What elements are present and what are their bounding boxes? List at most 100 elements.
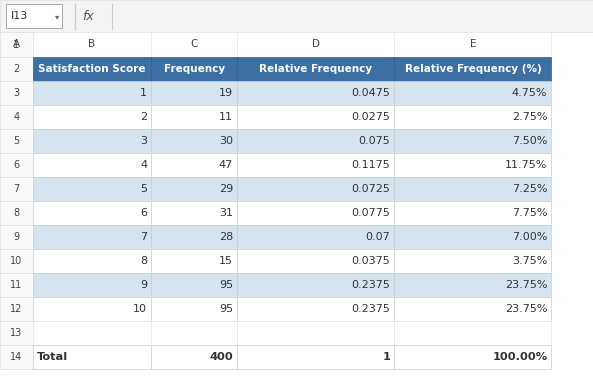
Bar xyxy=(33,153,151,177)
Bar xyxy=(0,32,33,55)
Bar xyxy=(33,321,151,345)
Text: Relative Frequency: Relative Frequency xyxy=(259,63,372,74)
Text: 23.75%: 23.75% xyxy=(505,304,547,314)
Text: Relative Frequency (%): Relative Frequency (%) xyxy=(404,63,541,74)
Text: 3: 3 xyxy=(140,136,147,146)
Bar xyxy=(151,153,237,177)
Text: 11: 11 xyxy=(219,112,233,122)
Bar xyxy=(237,273,394,297)
Bar xyxy=(394,105,551,129)
Text: 6: 6 xyxy=(13,160,20,170)
Text: 31: 31 xyxy=(219,208,233,218)
Bar xyxy=(0,32,33,57)
Text: 0.0275: 0.0275 xyxy=(351,112,390,122)
Bar xyxy=(33,177,151,201)
Bar xyxy=(33,297,151,321)
Bar xyxy=(0,105,33,129)
Bar xyxy=(151,81,237,105)
Text: ▾: ▾ xyxy=(55,12,60,21)
Text: 15: 15 xyxy=(219,256,233,266)
Text: 5: 5 xyxy=(140,184,147,194)
Bar xyxy=(0,273,33,297)
Text: 30: 30 xyxy=(219,136,233,146)
Bar xyxy=(237,32,394,57)
Bar xyxy=(394,321,551,345)
Text: 2.75%: 2.75% xyxy=(512,112,547,122)
Text: 1: 1 xyxy=(13,39,20,50)
Text: 0.07: 0.07 xyxy=(365,232,390,242)
Bar xyxy=(33,273,151,297)
Bar xyxy=(151,57,237,81)
Bar xyxy=(151,297,237,321)
Bar xyxy=(151,129,237,153)
Text: 11: 11 xyxy=(10,280,23,290)
Bar xyxy=(6,4,62,28)
Bar xyxy=(151,32,237,55)
Bar xyxy=(0,32,33,55)
Bar xyxy=(237,81,394,105)
Text: 6: 6 xyxy=(140,208,147,218)
Bar xyxy=(237,177,394,201)
Text: Total: Total xyxy=(37,352,68,363)
Bar xyxy=(0,57,33,81)
Text: 10: 10 xyxy=(10,256,23,266)
Text: 95: 95 xyxy=(219,304,233,314)
Text: 4.75%: 4.75% xyxy=(512,87,547,98)
Bar xyxy=(0,81,33,105)
Text: 0.0775: 0.0775 xyxy=(351,208,390,218)
Text: I13: I13 xyxy=(11,11,28,21)
Text: 0.2375: 0.2375 xyxy=(351,304,390,314)
Bar xyxy=(394,32,551,57)
Bar xyxy=(151,273,237,297)
Text: 8: 8 xyxy=(140,256,147,266)
Text: 3.75%: 3.75% xyxy=(512,256,547,266)
Text: 0.0475: 0.0475 xyxy=(351,87,390,98)
Text: 7.25%: 7.25% xyxy=(512,184,547,194)
Bar xyxy=(394,32,551,55)
Bar xyxy=(33,129,151,153)
Text: 47: 47 xyxy=(219,160,233,170)
Bar xyxy=(394,153,551,177)
Bar xyxy=(33,345,151,369)
Bar xyxy=(33,105,151,129)
Bar xyxy=(237,32,394,55)
Text: 13: 13 xyxy=(10,328,23,338)
Bar xyxy=(33,32,151,57)
Text: 9: 9 xyxy=(140,280,147,290)
Bar xyxy=(0,129,33,153)
Text: 12: 12 xyxy=(10,304,23,314)
Bar xyxy=(394,297,551,321)
Text: 0.0375: 0.0375 xyxy=(352,256,390,266)
Text: 0.0725: 0.0725 xyxy=(351,184,390,194)
Bar xyxy=(0,153,33,177)
Bar xyxy=(151,32,237,57)
Bar xyxy=(0,249,33,273)
Text: 95: 95 xyxy=(219,280,233,290)
Bar xyxy=(33,32,151,55)
Bar xyxy=(0,177,33,201)
Text: 28: 28 xyxy=(219,232,233,242)
Bar xyxy=(394,57,551,81)
Bar xyxy=(237,225,394,249)
Bar xyxy=(394,177,551,201)
Text: Frequency: Frequency xyxy=(164,63,225,74)
Bar xyxy=(394,345,551,369)
Bar xyxy=(237,249,394,273)
Text: 7: 7 xyxy=(13,184,20,194)
Text: 8: 8 xyxy=(13,208,20,218)
Text: 7: 7 xyxy=(140,232,147,242)
Bar xyxy=(394,225,551,249)
Bar xyxy=(394,249,551,273)
Bar xyxy=(394,129,551,153)
Text: 7.75%: 7.75% xyxy=(512,208,547,218)
Bar xyxy=(0,0,593,32)
Text: 11.75%: 11.75% xyxy=(505,160,547,170)
Text: 19: 19 xyxy=(219,87,233,98)
Text: 0.1175: 0.1175 xyxy=(352,160,390,170)
Bar xyxy=(33,81,151,105)
Bar xyxy=(394,201,551,225)
Text: 10: 10 xyxy=(133,304,147,314)
Text: 4: 4 xyxy=(13,112,20,122)
Bar xyxy=(0,201,33,225)
Bar xyxy=(237,297,394,321)
